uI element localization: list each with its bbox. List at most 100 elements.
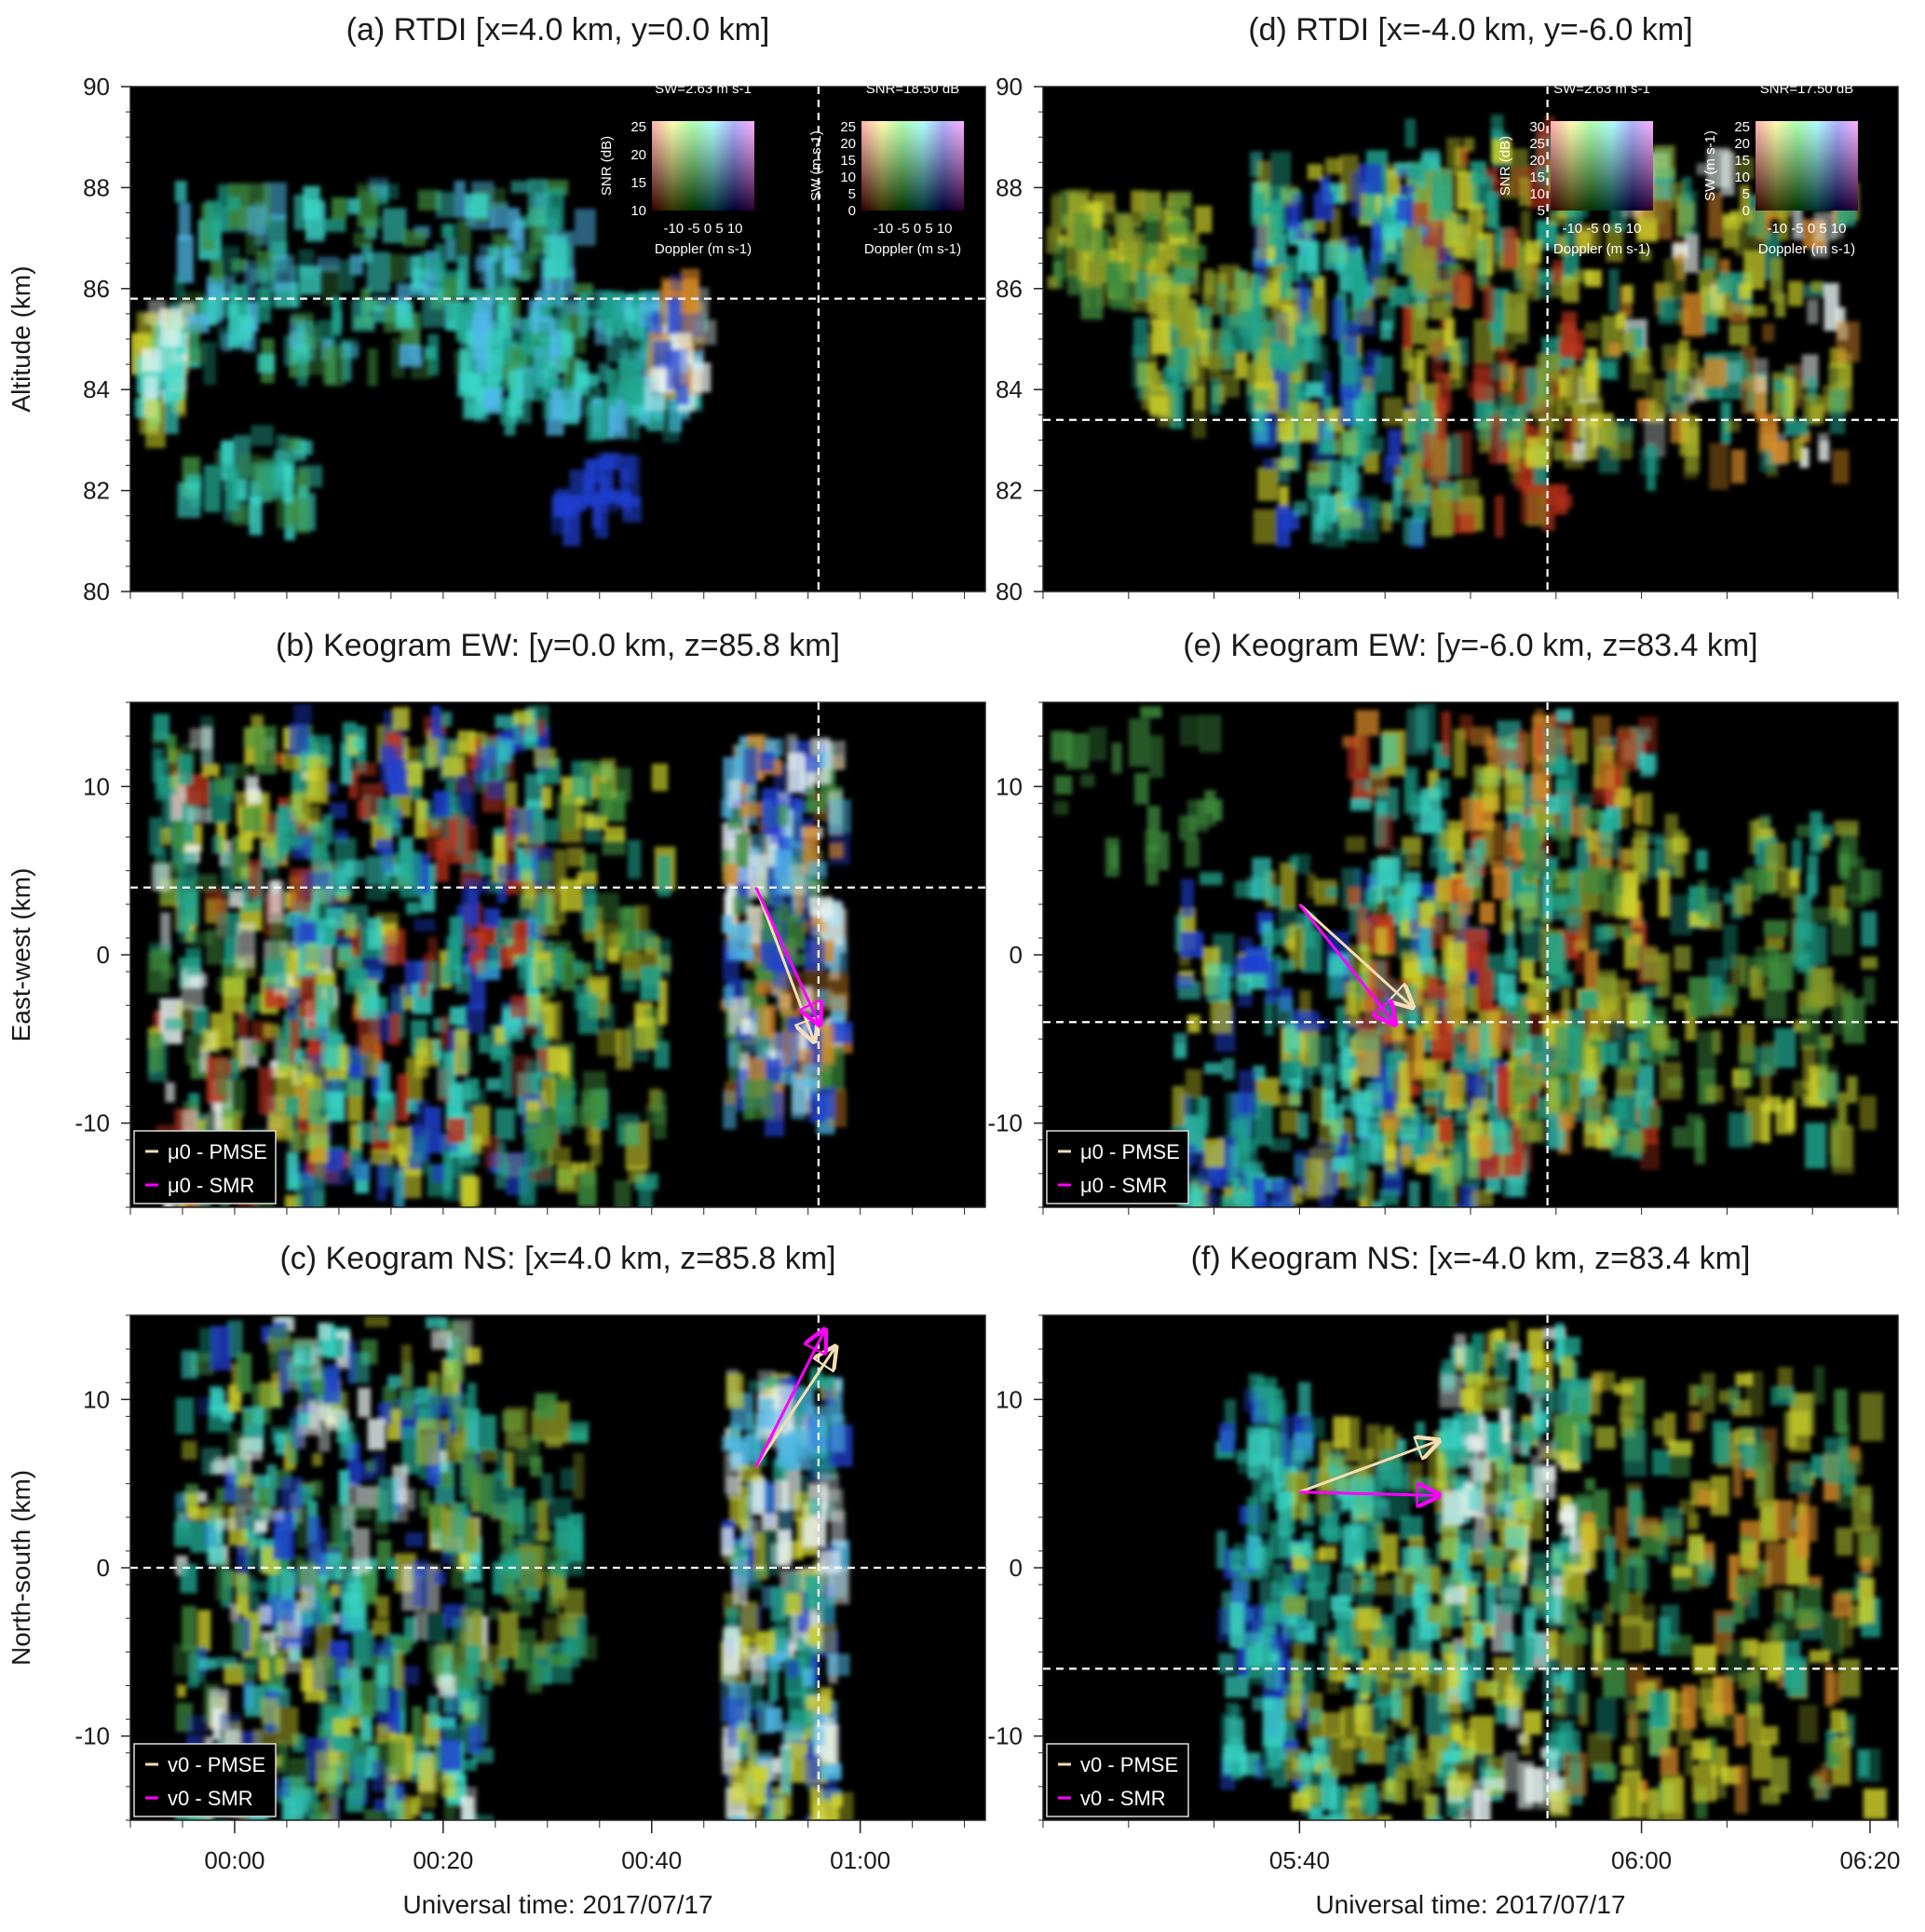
colorkey-ylabel: SNR (dB) — [599, 136, 615, 196]
arrow-pmse — [754, 1349, 834, 1468]
colorkey-title: SNR=18.50 dB — [866, 81, 959, 97]
y-tick-label: 82 — [996, 477, 1023, 505]
panel-title: (a) RTDI [x=4.0 km, y=0.0 km] — [346, 12, 770, 48]
colorkey-ytick: 0 — [1742, 203, 1750, 219]
colorkey-shade — [652, 121, 754, 211]
legend-label: v0 - PMSE — [1080, 1753, 1178, 1776]
colorkey-xlabel: Doppler (m s-1) — [655, 241, 752, 257]
y-tick-label: 86 — [996, 275, 1023, 303]
y-tick-label: 90 — [996, 73, 1023, 101]
colorkey-ytick: 10 — [1734, 170, 1750, 185]
y-axis-label: Altitude (km) — [7, 265, 35, 412]
y-tick-label: 10 — [83, 1385, 110, 1413]
legend: v0 - PMSE v0 - SMR — [1046, 1743, 1189, 1817]
colorkey-shade — [861, 121, 964, 211]
x-tick-label: 00:00 — [204, 1846, 264, 1874]
colorkey-ytick: 15 — [630, 175, 646, 191]
legend-box — [1046, 1130, 1189, 1204]
colorkey-ytick: 25 — [840, 119, 856, 135]
colorkey-ylabel: SW (m s-1) — [1702, 130, 1718, 201]
colorkey-title: SW=2.63 m s-1 — [1553, 81, 1650, 97]
y-tick-label: 10 — [996, 1385, 1023, 1413]
y-tick-label: 84 — [996, 375, 1023, 403]
colorkey-ytick: 15 — [1734, 153, 1750, 169]
colorkey-ytick: 0 — [848, 203, 856, 219]
y-tick-label: 86 — [83, 275, 110, 303]
legend: μ0 - PMSE μ0 - SMR — [1046, 1130, 1189, 1204]
legend: μ0 - PMSE μ0 - SMR — [133, 1130, 277, 1204]
y-tick-label: 10 — [83, 772, 110, 800]
y-tick-label: 90 — [83, 73, 110, 101]
colorkey-ytick: 25 — [1529, 136, 1545, 152]
panel-e: (e) Keogram EW: [y=-6.0 km, z=83.4 km] -1… — [987, 628, 1899, 1215]
y-tick-label: 82 — [83, 477, 110, 505]
y-tick-label: 0 — [97, 941, 110, 969]
colorkey-ytick: 15 — [840, 153, 856, 169]
arrow-pmse — [1298, 903, 1410, 1005]
arrow-pmse — [1298, 1442, 1436, 1494]
colorkey-ylabel: SW (m s-1) — [808, 130, 824, 201]
panel-b: (b) Keogram EW: [y=0.0 km, z=85.8 km] -10… — [7, 628, 986, 1215]
legend-box — [133, 1743, 277, 1817]
echo-field — [130, 177, 717, 547]
legend-box — [1046, 1743, 1189, 1817]
colorkey-xticks: -10 -5 0 5 10 — [663, 221, 742, 237]
colorkey-shade — [1756, 121, 1858, 211]
y-tick-label: -10 — [987, 1722, 1023, 1750]
y-tick-label: 0 — [1010, 941, 1023, 969]
x-tick-label: 06:00 — [1611, 1846, 1672, 1874]
legend-label: μ0 - PMSE — [168, 1140, 267, 1163]
panel-title: (c) Keogram NS: [x=4.0 km, z=85.8 km] — [279, 1241, 835, 1276]
y-tick-label: -10 — [75, 1722, 110, 1750]
y-tick-label: 88 — [996, 173, 1023, 201]
legend-label: v0 - SMR — [1080, 1787, 1166, 1810]
y-tick-label: -10 — [75, 1109, 110, 1137]
y-tick-label: 84 — [83, 375, 110, 403]
y-axis-label: North-south (km) — [7, 1470, 35, 1666]
colorkey-title: SW=2.63 m s-1 — [655, 81, 752, 97]
legend-label: μ0 - SMR — [168, 1174, 254, 1197]
y-tick-label: 80 — [83, 578, 110, 605]
arrow-smr — [754, 887, 819, 1023]
colorkey-ytick: 20 — [630, 147, 646, 163]
colorkey-ytick: 5 — [1742, 186, 1750, 202]
panel-a: (a) RTDI [x=4.0 km, y=0.0 km] 80 82 84 86 88 9… — [7, 12, 986, 605]
panel-title: (b) Keogram EW: [y=0.0 km, z=85.8 km] — [276, 628, 840, 663]
y-axis-label: East-west (km) — [7, 868, 35, 1042]
y-tick-label: 0 — [97, 1554, 110, 1582]
y-tick-label: 10 — [996, 772, 1023, 800]
x-tick-label: 00:40 — [621, 1846, 682, 1874]
colorkey-ytick: 25 — [630, 119, 646, 135]
panel-title: (e) Keogram EW: [y=-6.0 km, z=83.4 km] — [1183, 628, 1757, 663]
legend-box — [133, 1130, 277, 1204]
arrow-smr — [1299, 1492, 1436, 1496]
panel-d: (d) RTDI [x=-4.0 km, y=-6.0 km] 80 82 84 86 8… — [996, 12, 1899, 605]
echo-field — [1051, 702, 1881, 1207]
x-tick-label: 05:40 — [1269, 1846, 1330, 1874]
x-tick-label: 01:00 — [830, 1846, 890, 1874]
x-axis-label: Universal time: 2017/07/17 — [402, 1890, 712, 1919]
echo-field — [147, 703, 853, 1207]
colorkey-shade — [1551, 121, 1653, 211]
colorkey-xlabel: Doppler (m s-1) — [864, 241, 961, 257]
colorkey-ylabel: SNR (dB) — [1498, 136, 1513, 196]
colorkey-xlabel: Doppler (m s-1) — [1758, 241, 1855, 257]
y-tick-label: -10 — [987, 1109, 1023, 1137]
colorkey-ytick: 20 — [1529, 153, 1545, 169]
legend: v0 - PMSE v0 - SMR — [133, 1743, 277, 1817]
colorkey-ytick: 5 — [848, 186, 856, 202]
echo-field — [1046, 115, 1860, 549]
colorkey-xlabel: Doppler (m s-1) — [1553, 241, 1650, 257]
colorkey-title: SNR=17.50 dB — [1760, 81, 1853, 97]
colorkey-ytick: 10 — [630, 203, 646, 219]
panel-c: (c) Keogram NS: [x=4.0 km, z=85.8 km] -10… — [7, 1241, 986, 1919]
x-tick-label: 06:20 — [1839, 1846, 1900, 1874]
panel-title: (d) RTDI [x=-4.0 km, y=-6.0 km] — [1248, 12, 1692, 48]
arrow-smr — [1298, 903, 1393, 1022]
snr-colorkey: SW=2.63 m s-1 25 20 15 10 SNR (dB) -10 -5 0 5 … — [599, 81, 754, 257]
echo-field — [1215, 1320, 1887, 1820]
colorkey-ytick: 10 — [840, 170, 856, 185]
